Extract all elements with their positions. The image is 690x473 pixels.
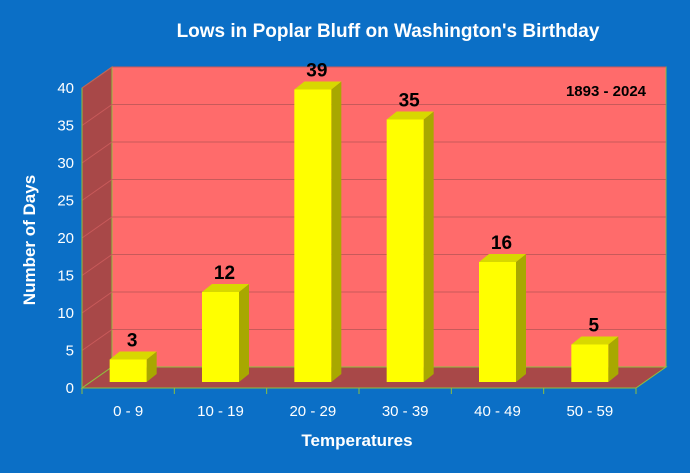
gridline xyxy=(81,66,666,89)
y-tick-label: 10 xyxy=(57,305,74,322)
x-tick-label: 50 - 59 xyxy=(566,403,613,420)
bar xyxy=(571,336,619,382)
data-label: 35 xyxy=(399,91,421,112)
bar-side xyxy=(146,351,157,382)
gridline xyxy=(81,254,666,276)
y-tick-label: 0 xyxy=(66,380,74,397)
bar xyxy=(202,284,249,382)
data-label: 39 xyxy=(306,61,327,82)
x-tick-label: 30 - 39 xyxy=(382,403,429,420)
bar xyxy=(109,351,157,382)
bar-top xyxy=(109,351,157,360)
y-tick-label: 40 xyxy=(57,80,74,97)
gridline xyxy=(81,179,666,201)
bar-top xyxy=(571,336,619,345)
x-tick-label: 20 - 29 xyxy=(289,403,336,420)
bar-top xyxy=(294,81,342,90)
bars xyxy=(109,81,619,382)
x-tick-label: 0 - 9 xyxy=(113,403,143,420)
y-tick-label: 30 xyxy=(57,155,74,172)
bar xyxy=(386,111,434,382)
x-tick-label: 10 - 19 xyxy=(197,403,244,420)
y-tick-label: 5 xyxy=(66,343,74,360)
bar-top xyxy=(202,284,249,292)
bar-front xyxy=(294,89,332,382)
bar xyxy=(479,254,526,382)
y-axis-title: Number of Days xyxy=(20,175,39,305)
gridlines xyxy=(81,66,666,351)
bar-front xyxy=(386,119,424,382)
x-axis-title: Temperatures xyxy=(301,431,412,450)
gridline xyxy=(81,141,666,164)
bar-side xyxy=(423,111,434,382)
y-tick-label: 25 xyxy=(57,193,74,210)
chart-title: Lows in Poplar Bluff on Washington's Bir… xyxy=(177,21,600,42)
gridline xyxy=(81,104,666,126)
bar-top xyxy=(386,111,434,120)
x-tick-label: 40 - 49 xyxy=(474,403,521,420)
bar xyxy=(294,81,342,382)
bar-side xyxy=(516,254,526,382)
year-range-annotation: 1893 - 2024 xyxy=(566,83,647,100)
y-tick-label: 20 xyxy=(57,230,74,247)
bar-front xyxy=(571,344,609,382)
y-tick-label: 35 xyxy=(57,118,74,135)
bar-front xyxy=(202,292,239,382)
y-tick-label: 15 xyxy=(57,268,74,285)
bar-front xyxy=(479,262,516,382)
bar-top xyxy=(479,254,526,262)
bar-side xyxy=(608,336,619,382)
data-label: 12 xyxy=(214,263,235,284)
data-labels: 3 12 39 35 16 5 xyxy=(127,61,600,352)
gridline xyxy=(81,216,666,239)
bar-front xyxy=(109,359,147,382)
bar-side xyxy=(331,81,342,382)
data-label: 3 xyxy=(127,331,138,352)
data-label: 16 xyxy=(491,233,512,254)
bar-side xyxy=(239,284,249,382)
data-label: 5 xyxy=(589,316,600,337)
